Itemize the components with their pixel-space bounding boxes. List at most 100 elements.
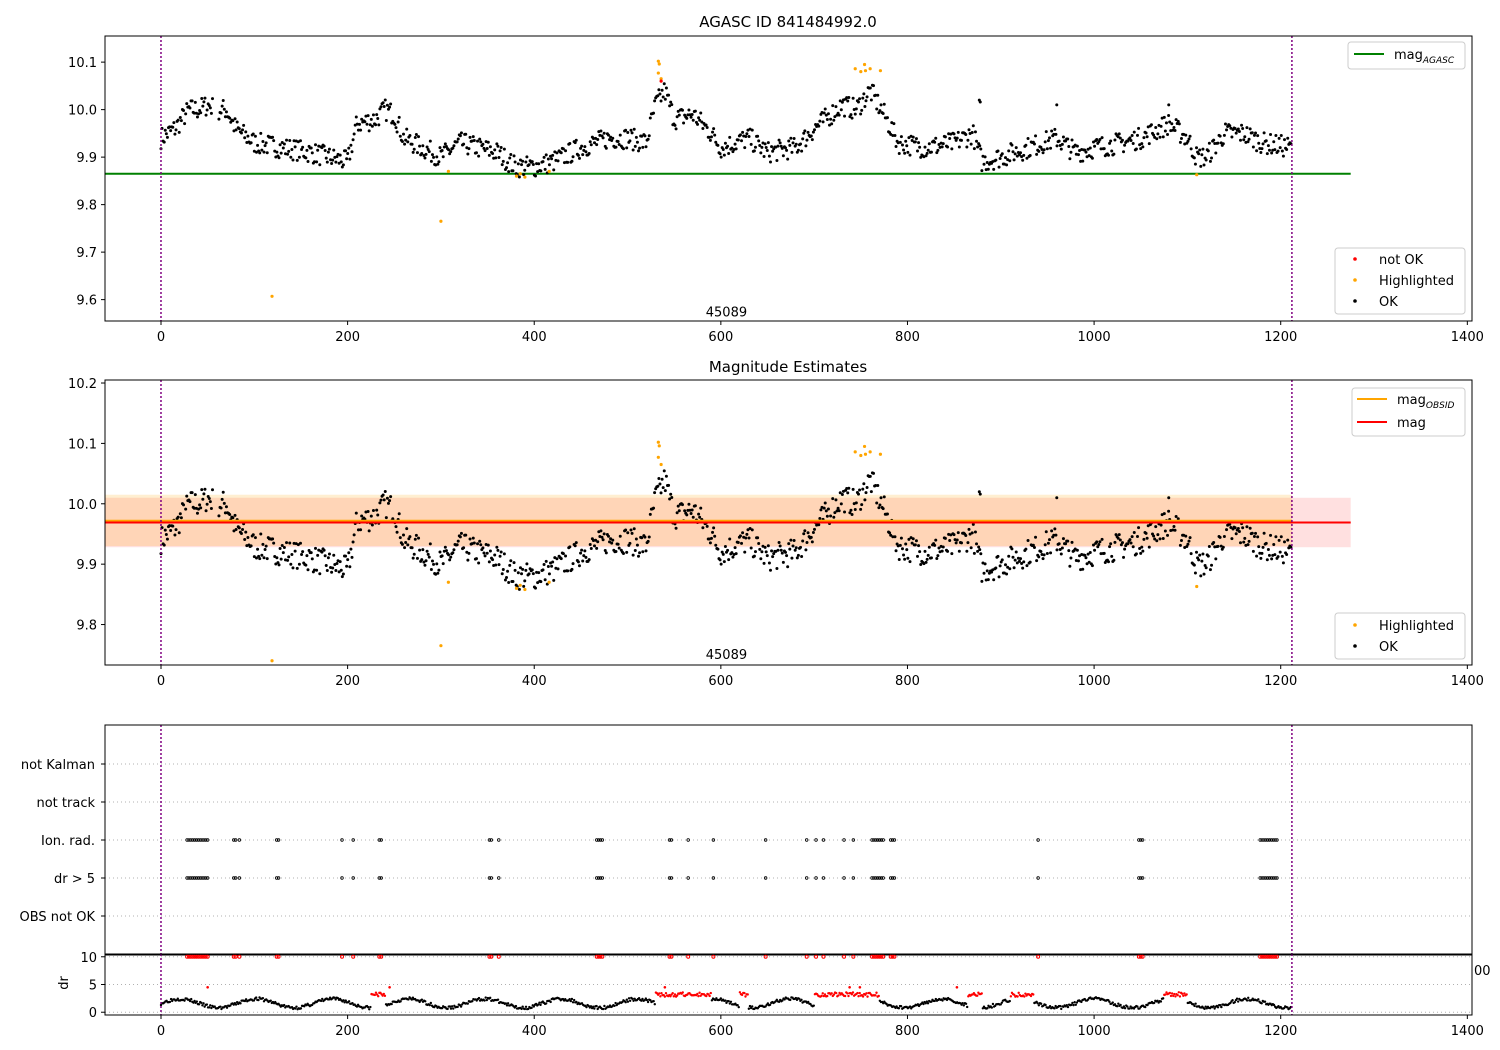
ok-point — [667, 93, 671, 97]
ok-point — [472, 138, 476, 142]
ok-point — [977, 545, 981, 549]
ok-point — [507, 170, 511, 174]
ok-point — [626, 531, 630, 535]
ok-point — [858, 97, 862, 101]
ok-point — [472, 541, 476, 545]
ok-point — [251, 533, 255, 537]
ok-point — [1060, 142, 1064, 146]
ok-point — [745, 132, 749, 136]
ok-point — [806, 130, 810, 134]
ok-point — [1088, 146, 1092, 150]
ok-point — [393, 122, 397, 126]
ok-point — [506, 569, 510, 573]
ok-point — [934, 136, 938, 140]
ok-point — [1122, 555, 1126, 559]
dr-clipped-point — [814, 954, 819, 959]
dr-point — [621, 1000, 624, 1004]
ok-point — [851, 96, 855, 100]
ok-point — [265, 557, 269, 561]
ok-point — [616, 139, 620, 143]
dr-point — [768, 1003, 772, 1006]
x-tick-label: 600 — [708, 330, 733, 345]
ok-point — [570, 159, 574, 163]
ok-point — [516, 162, 520, 166]
ok-point — [220, 497, 224, 501]
ok-point — [943, 536, 947, 540]
ok-point — [208, 500, 212, 504]
ok-point — [1188, 134, 1192, 138]
flag-point — [888, 876, 893, 880]
ok-point — [978, 492, 982, 496]
ok-point — [966, 138, 970, 142]
ok-point — [468, 135, 472, 139]
ok-point — [879, 496, 883, 500]
ok-point — [635, 140, 639, 144]
ok-point — [290, 147, 294, 151]
ok-point — [172, 121, 176, 125]
flag-point — [877, 876, 882, 880]
ok-point — [682, 121, 686, 125]
dr-point — [159, 1003, 163, 1007]
ok-point — [233, 513, 237, 517]
ok-point — [1256, 134, 1260, 138]
dr-point — [505, 1004, 509, 1007]
ok-point — [507, 581, 511, 585]
flag-point — [1269, 838, 1274, 842]
ok-point — [621, 147, 625, 151]
ok-point — [595, 143, 599, 147]
ok-point — [244, 130, 248, 134]
ok-point — [770, 145, 774, 149]
ok-point — [700, 120, 704, 124]
dr-clipped-point — [877, 954, 882, 959]
ok-point — [452, 144, 456, 148]
legend-2-highlighted: Highlighted — [1379, 619, 1454, 634]
ok-point — [168, 524, 172, 528]
ok-point — [451, 551, 455, 555]
dr-point — [908, 1005, 912, 1008]
ok-point — [1022, 153, 1026, 157]
ok-point — [874, 93, 878, 97]
ok-point — [1139, 147, 1143, 151]
ok-point — [1242, 540, 1246, 544]
dr-point-not-ok — [1016, 995, 1019, 998]
ok-point — [179, 516, 183, 520]
ok-point — [1207, 545, 1211, 549]
dr-point — [399, 1000, 402, 1003]
ok-point — [543, 578, 547, 582]
ok-point — [648, 512, 652, 516]
ok-point — [905, 548, 909, 552]
ok-point — [1257, 545, 1261, 549]
ok-point — [1174, 514, 1178, 518]
dr-point — [539, 1003, 542, 1007]
highlighted-point — [868, 450, 872, 454]
ok-point — [796, 553, 800, 557]
dr-clipped-point — [200, 954, 205, 959]
dr-point — [653, 1002, 656, 1006]
ok-point — [378, 501, 382, 505]
ok-point — [1069, 150, 1073, 154]
ok-point — [791, 141, 795, 145]
ok-point — [1187, 539, 1191, 543]
dr-clipped-point — [196, 954, 201, 959]
ok-point — [861, 487, 865, 491]
highlighted-point — [446, 580, 450, 584]
ok-point — [389, 495, 393, 499]
x-tick-label: 800 — [895, 1024, 920, 1039]
legend-lines-2: magOBSID mag — [1351, 387, 1466, 437]
ok-point — [1132, 530, 1136, 534]
flag-point — [237, 876, 242, 880]
ok-point — [839, 502, 843, 506]
ok-point — [1250, 131, 1254, 135]
category-label: Ion. rad. — [41, 834, 95, 849]
flag-point — [804, 838, 809, 842]
ok-point — [246, 134, 250, 138]
ok-point — [1044, 130, 1048, 134]
highlighted-point — [859, 453, 863, 458]
ok-point — [793, 548, 797, 552]
legend-ok: OK — [1379, 295, 1398, 310]
flag-point — [711, 876, 716, 880]
ok-point — [965, 549, 969, 553]
ok-point — [382, 105, 386, 109]
ok-point — [162, 543, 166, 547]
flag-point — [377, 838, 382, 842]
